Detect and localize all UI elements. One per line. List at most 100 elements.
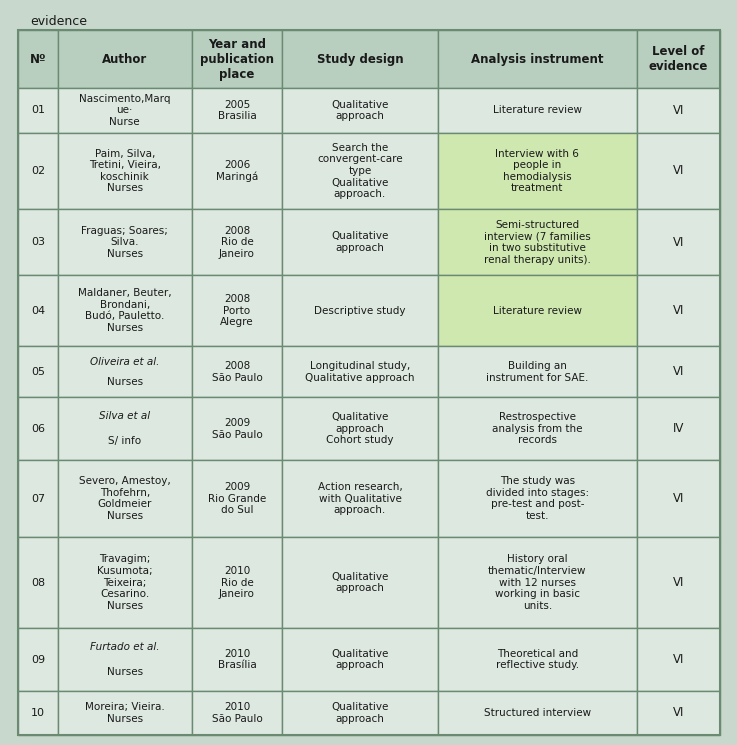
Bar [637, 30, 720, 89]
Bar [18, 691, 57, 735]
Bar [282, 275, 438, 346]
Text: 05: 05 [31, 367, 45, 377]
Bar [192, 133, 282, 209]
Text: Severo, Amestoy,
Thofehrn,
Goldmeier
Nurses: Severo, Amestoy, Thofehrn, Goldmeier Nur… [79, 476, 171, 521]
Text: Descriptive study: Descriptive study [314, 305, 405, 316]
Bar [637, 275, 720, 346]
Bar [637, 397, 720, 460]
Bar [438, 89, 637, 133]
Text: History oral
thematic/Interview
with 12 nurses
working in basic
units.: History oral thematic/Interview with 12 … [488, 554, 587, 611]
Text: Nº: Nº [29, 53, 46, 66]
Text: Year and
publication
place: Year and publication place [200, 38, 274, 80]
Text: VI: VI [673, 235, 684, 249]
Bar [438, 30, 637, 89]
Bar [282, 628, 438, 691]
Text: Nascimento,Marq
ue·
Nurse: Nascimento,Marq ue· Nurse [79, 94, 170, 127]
Text: Building an
instrument for SAE.: Building an instrument for SAE. [486, 361, 588, 383]
Bar [57, 346, 192, 397]
Text: Qualitative
approach: Qualitative approach [331, 649, 388, 670]
Text: 2009
São Paulo: 2009 São Paulo [212, 418, 262, 440]
Bar [438, 628, 637, 691]
Text: Search the
convergent-care
type
Qualitative
approach.: Search the convergent-care type Qualitat… [317, 143, 402, 199]
Bar [18, 133, 57, 209]
Bar [192, 537, 282, 628]
Text: Analysis instrument: Analysis instrument [471, 53, 604, 66]
Bar [282, 209, 438, 275]
Bar [637, 209, 720, 275]
Text: 03: 03 [31, 237, 45, 247]
Text: VI: VI [673, 576, 684, 589]
Text: 08: 08 [31, 577, 45, 588]
Text: VI: VI [673, 492, 684, 505]
Bar [18, 460, 57, 537]
Text: VI: VI [673, 304, 684, 317]
Bar [282, 397, 438, 460]
Text: 02: 02 [31, 166, 45, 176]
Text: Paim, Silva,
Tretini, Vieira,
koschinik
Nurses: Paim, Silva, Tretini, Vieira, koschinik … [88, 148, 161, 194]
Bar [57, 628, 192, 691]
Bar [438, 275, 637, 346]
Text: Study design: Study design [317, 53, 403, 66]
Text: Interview with 6
people in
hemodialysis
treatment: Interview with 6 people in hemodialysis … [495, 148, 579, 194]
Bar [282, 346, 438, 397]
Text: evidence: evidence [30, 15, 87, 28]
Text: Qualitative
approach: Qualitative approach [331, 232, 388, 253]
Text: 04: 04 [31, 305, 45, 316]
Bar [192, 30, 282, 89]
Text: Travagim;
Kusumota;
Teixeira;
Cesarino.
Nurses: Travagim; Kusumota; Teixeira; Cesarino. … [97, 554, 153, 611]
Text: VI: VI [673, 706, 684, 720]
Bar [637, 691, 720, 735]
Bar [18, 397, 57, 460]
Text: Silva et al: Silva et al [99, 411, 150, 421]
Bar [282, 30, 438, 89]
Bar [57, 460, 192, 537]
Text: Maldaner, Beuter,
Brondani,
Budó, Pauletto.
Nurses: Maldaner, Beuter, Brondani, Budó, Paulet… [78, 288, 172, 333]
Text: Literature review: Literature review [493, 305, 581, 316]
Text: 2008
São Paulo: 2008 São Paulo [212, 361, 262, 383]
Bar [438, 346, 637, 397]
Bar [282, 89, 438, 133]
Text: 2008
Rio de
Janeiro: 2008 Rio de Janeiro [219, 226, 255, 259]
Bar [57, 30, 192, 89]
Text: 2010
São Paulo: 2010 São Paulo [212, 702, 262, 723]
Text: VI: VI [673, 165, 684, 177]
Bar [192, 460, 282, 537]
Bar [637, 460, 720, 537]
Bar [438, 133, 637, 209]
Text: 2009
Rio Grande
do Sul: 2009 Rio Grande do Sul [208, 482, 266, 516]
Text: Moreira; Vieira.
Nurses: Moreira; Vieira. Nurses [85, 702, 164, 723]
Text: 2005
Brasilia: 2005 Brasilia [217, 100, 256, 121]
Text: Qualitative
approach: Qualitative approach [331, 702, 388, 723]
Text: Oliveira et al.: Oliveira et al. [90, 357, 159, 367]
Bar [438, 460, 637, 537]
Bar [57, 89, 192, 133]
Text: IV: IV [673, 422, 684, 435]
Bar [282, 133, 438, 209]
Bar [57, 691, 192, 735]
Bar [57, 397, 192, 460]
Text: Qualitative
approach
Cohort study: Qualitative approach Cohort study [326, 412, 394, 446]
Text: Nurses: Nurses [107, 667, 143, 677]
Text: Restrospective
analysis from the
records: Restrospective analysis from the records [492, 412, 582, 446]
Bar [282, 460, 438, 537]
Bar [438, 537, 637, 628]
Bar [637, 133, 720, 209]
Text: 2006
Maringá: 2006 Maringá [216, 160, 258, 182]
Bar [192, 628, 282, 691]
Text: 07: 07 [31, 494, 45, 504]
Bar [57, 275, 192, 346]
Bar [637, 537, 720, 628]
Bar [637, 628, 720, 691]
Text: 09: 09 [31, 655, 45, 665]
Bar [192, 275, 282, 346]
Text: Structured interview: Structured interview [483, 708, 591, 718]
Text: Theoretical and
reflective study.: Theoretical and reflective study. [496, 649, 579, 670]
Bar [438, 209, 637, 275]
Text: 2010
Brasília: 2010 Brasília [217, 649, 256, 670]
Bar [18, 537, 57, 628]
Text: 2010
Rio de
Janeiro: 2010 Rio de Janeiro [219, 566, 255, 599]
Text: Literature review: Literature review [493, 106, 581, 115]
Polygon shape [280, 245, 600, 735]
Bar [192, 691, 282, 735]
Bar [282, 537, 438, 628]
